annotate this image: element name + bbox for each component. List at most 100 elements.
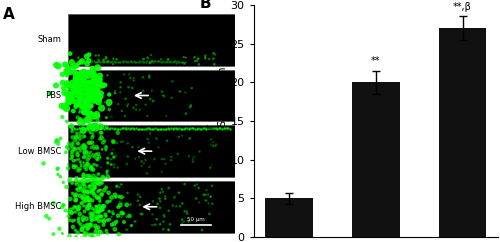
Point	[149, 99, 157, 103]
Point	[130, 76, 138, 80]
Point	[142, 158, 150, 162]
Point	[110, 163, 118, 166]
Point	[93, 196, 101, 200]
Point	[95, 219, 103, 223]
Point	[172, 126, 180, 130]
Point	[136, 195, 144, 199]
Point	[134, 60, 142, 64]
Point	[83, 207, 91, 211]
Point	[65, 142, 73, 145]
Point	[147, 59, 155, 63]
Point	[86, 112, 94, 116]
Point	[84, 118, 92, 121]
Point	[78, 228, 86, 232]
Point	[96, 188, 104, 192]
Point	[74, 84, 82, 88]
Point	[107, 158, 115, 161]
Point	[94, 152, 102, 156]
Point	[102, 147, 110, 151]
Point	[72, 135, 80, 139]
Point	[76, 73, 84, 76]
Point	[90, 98, 98, 102]
Point	[83, 62, 91, 66]
Point	[64, 98, 72, 101]
Point	[104, 200, 112, 204]
Point	[66, 85, 74, 89]
Point	[63, 83, 71, 87]
Point	[76, 184, 84, 188]
Point	[154, 129, 162, 133]
Point	[68, 150, 76, 154]
Point	[69, 90, 77, 93]
Point	[146, 76, 154, 80]
Point	[78, 71, 86, 75]
Point	[75, 59, 83, 63]
Point	[104, 218, 112, 222]
Point	[82, 71, 90, 75]
Point	[97, 166, 105, 169]
Point	[193, 59, 201, 63]
Point	[82, 110, 90, 114]
Point	[162, 59, 170, 63]
Point	[172, 62, 180, 66]
Point	[88, 199, 96, 203]
Point	[130, 127, 138, 130]
Point	[91, 178, 99, 182]
Point	[74, 147, 82, 151]
Point	[98, 231, 106, 235]
Point	[111, 227, 119, 231]
Point	[87, 93, 95, 97]
Point	[218, 127, 226, 131]
Point	[105, 100, 113, 104]
Point	[63, 81, 71, 85]
Point	[67, 99, 75, 103]
Point	[80, 60, 88, 64]
Point	[71, 71, 79, 75]
Point	[82, 102, 90, 106]
Point	[100, 60, 108, 64]
Point	[112, 60, 120, 64]
Point	[110, 91, 118, 95]
Point	[94, 209, 102, 213]
Point	[187, 103, 195, 107]
Point	[76, 131, 84, 135]
Point	[64, 240, 72, 242]
Point	[90, 235, 98, 239]
Point	[86, 198, 94, 202]
Point	[94, 100, 102, 104]
Point	[90, 59, 98, 63]
Point	[75, 81, 83, 85]
Point	[114, 60, 122, 64]
Point	[84, 60, 92, 63]
Point	[85, 105, 93, 109]
Point	[82, 150, 90, 153]
Point	[142, 127, 150, 131]
Point	[82, 54, 90, 58]
Point	[100, 223, 108, 227]
Point	[170, 195, 178, 199]
Point	[168, 155, 175, 159]
Point	[168, 79, 176, 83]
Point	[94, 114, 102, 118]
Point	[207, 126, 215, 130]
Point	[80, 182, 88, 185]
Point	[176, 90, 184, 93]
Point	[101, 83, 109, 87]
Point	[88, 131, 96, 135]
Point	[180, 55, 188, 59]
Point	[130, 59, 138, 63]
Point	[54, 167, 62, 171]
Point	[80, 151, 88, 155]
Point	[115, 60, 123, 64]
Point	[80, 109, 88, 113]
Point	[74, 154, 82, 158]
Point	[84, 164, 92, 168]
Point	[82, 75, 90, 79]
Point	[226, 127, 234, 131]
Point	[62, 101, 70, 105]
Point	[90, 178, 98, 182]
Point	[80, 204, 88, 208]
Point	[68, 98, 76, 102]
Point	[96, 229, 104, 233]
Point	[86, 233, 94, 237]
